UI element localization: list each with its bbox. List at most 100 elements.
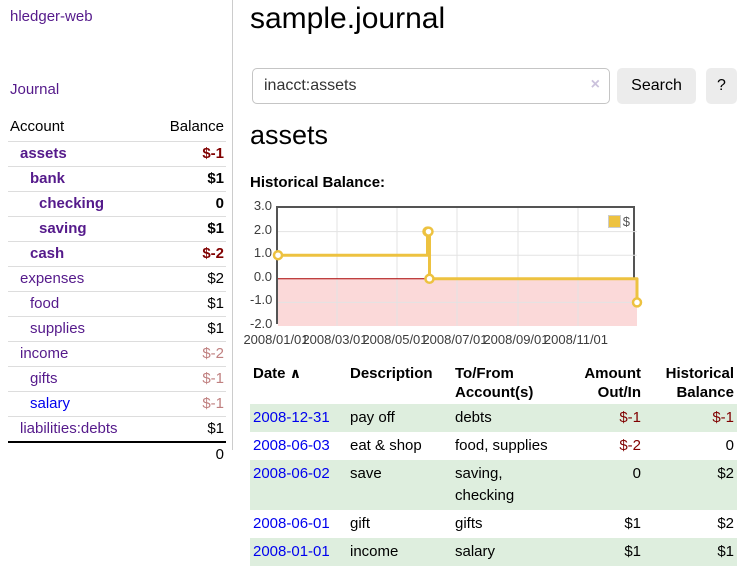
data-point-marker <box>423 226 434 237</box>
clear-search-icon[interactable]: × <box>590 76 600 93</box>
account-link-salary[interactable]: salary <box>30 395 71 412</box>
account-balance: $-2 <box>117 241 226 267</box>
account-link-food[interactable]: food <box>30 295 60 312</box>
historical-balance-chart: $ 3.0 2.0 1.0 0.0 -1.0 -2.0 2008/01/01 2008/03/… <box>243 198 738 350</box>
register-col-accounts[interactable]: To/From Account(s) <box>455 365 534 401</box>
transaction-accounts: saving, checking <box>455 465 515 504</box>
accounts-col-balance: Balance <box>169 118 224 135</box>
chart-canvas <box>272 208 643 326</box>
chart-plot-area[interactable]: $ <box>272 206 643 326</box>
y-axis-tick-label: 2.0 <box>253 221 272 237</box>
account-link-checking[interactable]: checking <box>39 195 105 212</box>
x-axis-tick-label: 2008/11/01 <box>543 332 609 347</box>
account-link-gifts[interactable]: gifts <box>30 370 58 387</box>
transaction-date-link[interactable]: 2008-06-01 <box>253 515 330 532</box>
register-row: 2008-01-01 income salary $1 $1 <box>250 538 737 566</box>
transaction-description: income <box>350 543 399 560</box>
account-row: liabilities:debts $1 <box>8 416 226 442</box>
search-button[interactable]: Search <box>617 68 696 104</box>
accounts-total-row: 0 <box>8 441 226 467</box>
register-row: 2008-12-31 pay off debts $-1 $-1 <box>250 404 737 432</box>
account-link-supplies[interactable]: supplies <box>30 320 86 337</box>
account-balance: $1 <box>117 316 226 342</box>
transaction-date-link[interactable]: 2008-06-02 <box>253 465 330 482</box>
account-balance: $-2 <box>117 341 226 367</box>
account-link-liabilities-debts[interactable]: liabilities:debts <box>20 420 118 437</box>
account-row: assets $-1 <box>8 141 226 167</box>
accounts-total-value: 0 <box>117 441 226 467</box>
register-row: 2008-06-02 save saving, checking 0 $2 <box>250 460 737 510</box>
transaction-balance: $2 <box>717 515 734 532</box>
account-balance: $1 <box>117 416 226 442</box>
account-row: bank $1 <box>8 166 226 192</box>
help-button[interactable]: ? <box>706 68 737 104</box>
search-input[interactable] <box>252 68 610 104</box>
sort-ascending-icon: ∧ <box>289 365 302 381</box>
x-axis-tick-label: 2008/09/01 <box>483 332 549 347</box>
transaction-accounts: salary <box>455 543 496 560</box>
y-axis-tick-label: 3.0 <box>253 198 272 213</box>
account-link-income[interactable]: income <box>20 345 69 362</box>
transaction-balance: 0 <box>725 437 734 454</box>
transaction-amount: 0 <box>632 465 641 482</box>
page-title: sample.journal <box>250 2 446 35</box>
account-balance: $-1 <box>117 391 226 417</box>
register-row: 2008-06-03 eat & shop food, supplies $-2… <box>250 432 737 460</box>
accounts-col-account: Account <box>10 118 65 135</box>
account-row: cash $-2 <box>8 241 226 267</box>
data-point-marker <box>424 273 435 285</box>
search-form: × Search ? <box>250 68 738 104</box>
sidebar-item-journal[interactable]: Journal <box>10 81 60 98</box>
account-link-assets[interactable]: assets <box>20 145 67 162</box>
transaction-date-link[interactable]: 2008-12-31 <box>253 409 330 426</box>
transaction-description: gift <box>350 515 371 532</box>
account-link-saving[interactable]: saving <box>39 220 87 237</box>
main-content: sample.journal × Search ? assets Histori… <box>243 0 738 566</box>
transaction-balance: $-1 <box>712 409 734 426</box>
legend-label: $ <box>622 213 630 229</box>
transaction-date-link[interactable]: 2008-01-01 <box>253 543 330 560</box>
register-row: 2008-06-01 gift gifts $1 $2 <box>250 510 737 538</box>
register-col-date[interactable]: Date ∧ <box>253 365 302 382</box>
account-balance: $1 <box>117 166 226 192</box>
transaction-balance: $2 <box>717 465 734 482</box>
register-col-balance[interactable]: Historical Balance <box>665 365 734 401</box>
account-link-cash[interactable]: cash <box>30 245 65 262</box>
search-box: × <box>252 68 610 104</box>
account-row: food $1 <box>8 291 226 317</box>
transaction-date-link[interactable]: 2008-06-03 <box>253 437 330 454</box>
sidebar: hledger-web Journal Account Balance asse… <box>0 0 233 467</box>
transaction-accounts: food, supplies <box>455 437 548 454</box>
transaction-description: eat & shop <box>350 437 422 454</box>
y-axis-tick-label: 0.0 <box>253 268 272 284</box>
account-row: expenses $2 <box>8 266 226 292</box>
account-row: saving $1 <box>8 216 226 242</box>
account-balance: $2 <box>117 266 226 292</box>
account-row: supplies $1 <box>8 316 226 342</box>
register-col-amount[interactable]: Amount Out/In <box>584 365 641 401</box>
accounts-table: Account Balance assets $-1 bank $1 check… <box>8 114 226 467</box>
register-col-description[interactable]: Description <box>350 365 433 382</box>
brand-link[interactable]: hledger-web <box>10 8 93 25</box>
account-link-bank[interactable]: bank <box>30 170 66 187</box>
transaction-accounts: debts <box>455 409 492 426</box>
accounts-header-row: Account Balance <box>8 114 226 142</box>
account-balance: $-1 <box>117 366 226 392</box>
account-balance: $1 <box>117 291 226 317</box>
x-axis-tick-label: 2008/01/01 <box>243 332 309 347</box>
data-point-marker <box>272 249 284 261</box>
register-table: Date ∧ Description To/From Account(s) Am… <box>250 362 737 566</box>
transaction-accounts: gifts <box>455 515 483 532</box>
x-axis-tick-label: 2008/07/01 <box>422 332 488 347</box>
account-balance: $-1 <box>117 141 226 167</box>
y-axis-tick-label: 1.0 <box>253 245 272 261</box>
transaction-amount: $1 <box>624 515 641 532</box>
account-link-expenses[interactable]: expenses <box>20 270 85 287</box>
x-axis-tick-label: 2008/05/01 <box>362 332 428 347</box>
account-balance: $1 <box>117 216 226 242</box>
account-row: income $-2 <box>8 341 226 367</box>
legend-color-swatch <box>607 214 621 228</box>
chart-legend: $ <box>607 212 630 229</box>
transaction-amount: $1 <box>624 543 641 560</box>
register-header-row: Date ∧ Description To/From Account(s) Am… <box>250 362 737 404</box>
